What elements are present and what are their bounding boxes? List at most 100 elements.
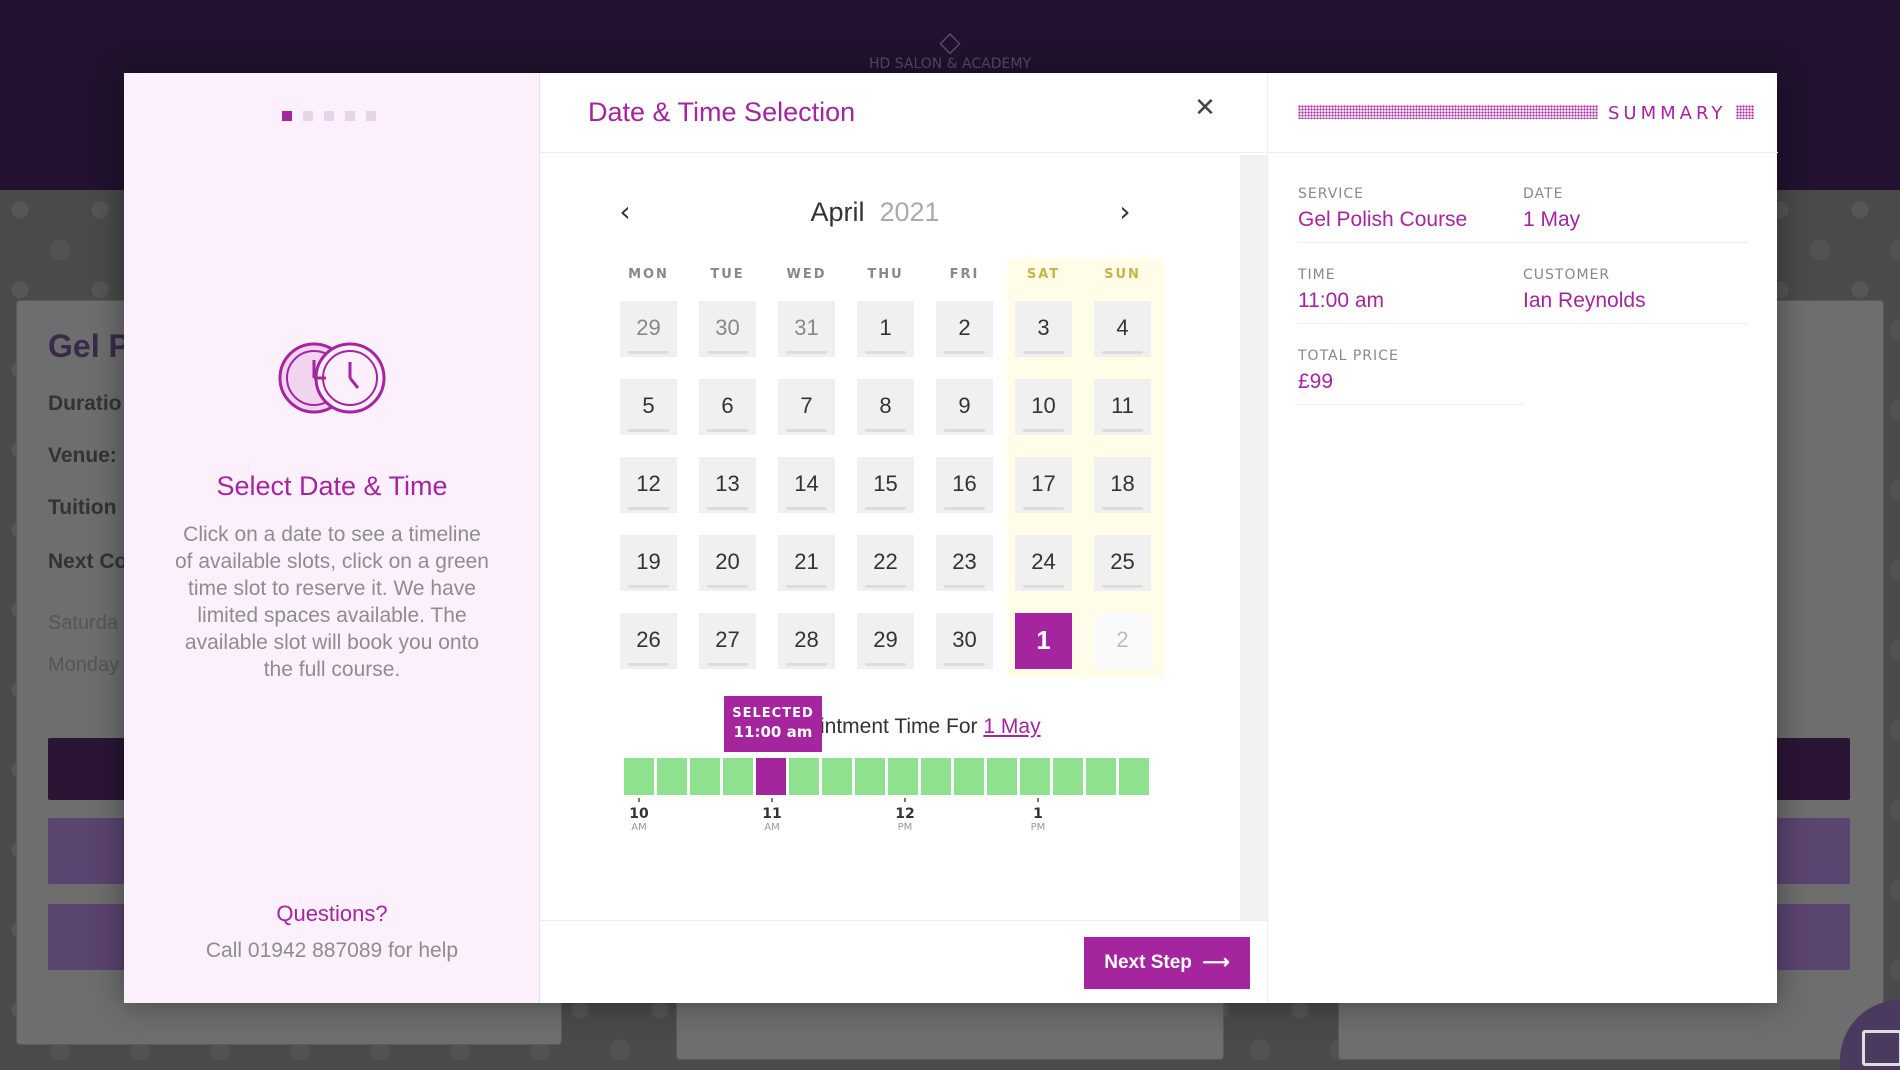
- calendar-day[interactable]: 21: [778, 535, 835, 591]
- next-month-button[interactable]: ›: [1119, 195, 1131, 228]
- next-step-button[interactable]: Next Step ⟶: [1084, 937, 1250, 989]
- questions-heading: Questions?: [276, 901, 388, 926]
- calendar-day[interactable]: 2: [1094, 613, 1151, 669]
- dots-decoration: [1298, 105, 1598, 119]
- pane-header: Date & Time Selection ✕: [540, 73, 1267, 153]
- calendar-day[interactable]: 29: [857, 613, 914, 669]
- close-icon[interactable]: ✕: [1194, 93, 1216, 123]
- weekday-sun: SUN: [1104, 267, 1141, 282]
- time-slot[interactable]: [690, 758, 720, 795]
- day-label-1: Saturda: [48, 612, 119, 634]
- calendar-day[interactable]: 17: [1015, 457, 1072, 513]
- time-slot[interactable]: [987, 758, 1017, 795]
- time-slot-timeline: [624, 758, 1149, 795]
- diamond-icon: ◇: [939, 25, 961, 58]
- step-indicator: [282, 111, 376, 121]
- month-name: April: [810, 197, 865, 227]
- selected-time-badge: SELECTED 11:00 am: [724, 696, 822, 752]
- calendar-day[interactable]: 30: [936, 613, 993, 669]
- arrow-right-icon: ⟶: [1197, 952, 1230, 973]
- weekday-sat: SAT: [1026, 267, 1061, 282]
- time-slot[interactable]: [756, 758, 786, 795]
- calendar-day[interactable]: 20: [699, 535, 756, 591]
- help-phone-text: Call 01942 887089 for help: [205, 939, 459, 962]
- calendar-day[interactable]: 9: [936, 379, 993, 435]
- calendar-day[interactable]: 29: [620, 301, 677, 357]
- time-slot[interactable]: [954, 758, 984, 795]
- summary-total-price: TOTAL PRICE £99: [1298, 348, 1523, 405]
- calendar-day[interactable]: 7: [778, 379, 835, 435]
- timeline-heading: intment Time For 1 May: [820, 715, 1041, 738]
- scrollbar[interactable]: [1240, 155, 1267, 920]
- calendar-day[interactable]: 24: [1015, 535, 1072, 591]
- day-label-2: Monday: [48, 654, 120, 676]
- time-slot[interactable]: [1086, 758, 1116, 795]
- time-slot[interactable]: [822, 758, 852, 795]
- month-year: 2021: [879, 197, 940, 227]
- timeline-date-link[interactable]: 1 May: [983, 715, 1041, 738]
- clocks-icon: [278, 342, 386, 414]
- prev-month-button[interactable]: ‹: [619, 195, 631, 228]
- step-dot-3: [324, 111, 334, 121]
- venue-label: Venue:: [48, 444, 117, 467]
- selected-badge-time: 11:00 am: [733, 723, 813, 741]
- calendar-day[interactable]: 8: [857, 379, 914, 435]
- step-dot-1: [282, 111, 292, 121]
- calendar-day[interactable]: 5: [620, 379, 677, 435]
- calendar-day[interactable]: 31: [778, 301, 835, 357]
- summary-pane: SUMMARY SERVICE Gel Polish Course DATE 1…: [1267, 73, 1778, 1003]
- time-slot[interactable]: [624, 758, 654, 795]
- summary-header: SUMMARY: [1268, 73, 1778, 153]
- calendar-day[interactable]: 27: [699, 613, 756, 669]
- weekday-tue: TUE: [710, 267, 745, 282]
- time-slot[interactable]: [789, 758, 819, 795]
- calendar-day[interactable]: 25: [1094, 535, 1151, 591]
- step-info-pane: Select Date & Time Click on a date to se…: [124, 73, 540, 1003]
- time-slot[interactable]: [657, 758, 687, 795]
- calendar-day[interactable]: 2: [936, 301, 993, 357]
- calendar-day[interactable]: 1: [1015, 613, 1072, 669]
- selected-badge-label: SELECTED: [732, 706, 814, 721]
- time-slot[interactable]: [921, 758, 951, 795]
- step-title: Select Date & Time: [216, 471, 448, 501]
- calendar-day[interactable]: 3: [1015, 301, 1072, 357]
- site-logo: ◇ HD SALON & ACADEMY: [850, 25, 1050, 73]
- step-dot-4: [345, 111, 355, 121]
- calendar-day[interactable]: 16: [936, 457, 993, 513]
- calendar-day[interactable]: 1: [857, 301, 914, 357]
- calendar-day[interactable]: 10: [1015, 379, 1072, 435]
- time-slot[interactable]: [855, 758, 885, 795]
- calendar-day[interactable]: 14: [778, 457, 835, 513]
- time-slot[interactable]: [723, 758, 753, 795]
- time-slot[interactable]: [1020, 758, 1050, 795]
- calendar-day[interactable]: 28: [778, 613, 835, 669]
- calendar-day[interactable]: 4: [1094, 301, 1151, 357]
- calendar-day[interactable]: 30: [699, 301, 756, 357]
- pane-footer: Next Step ⟶: [540, 920, 1267, 1003]
- summary-date: DATE 1 May: [1523, 186, 1748, 243]
- calendar-day[interactable]: 6: [699, 379, 756, 435]
- tuition-label: Tuition: [48, 496, 117, 519]
- duration-label: Duratio: [48, 392, 122, 415]
- calendar-day[interactable]: 26: [620, 613, 677, 669]
- month-label: April 2021: [610, 197, 1140, 228]
- calendar-day[interactable]: 11: [1094, 379, 1151, 435]
- timeline-tick: 12 PM: [885, 798, 925, 833]
- calendar-day[interactable]: 22: [857, 535, 914, 591]
- step-dot-5: [366, 111, 376, 121]
- summary-time: TIME 11:00 am: [1298, 267, 1523, 324]
- calendar-day[interactable]: 18: [1094, 457, 1151, 513]
- calendar-day[interactable]: 12: [620, 457, 677, 513]
- time-slot[interactable]: [1119, 758, 1149, 795]
- calendar-icon: [1862, 1030, 1900, 1066]
- calendar-day[interactable]: 19: [620, 535, 677, 591]
- weekday-wed: WED: [786, 267, 827, 282]
- calendar-day[interactable]: 15: [857, 457, 914, 513]
- calendar-day[interactable]: 13: [699, 457, 756, 513]
- weekday-mon: MON: [628, 267, 669, 282]
- calendar-day[interactable]: 23: [936, 535, 993, 591]
- course-title: Gel P: [48, 328, 130, 364]
- time-slot[interactable]: [888, 758, 918, 795]
- step-description: Click on a date to see a timeline of ava…: [174, 523, 489, 681]
- time-slot[interactable]: [1053, 758, 1083, 795]
